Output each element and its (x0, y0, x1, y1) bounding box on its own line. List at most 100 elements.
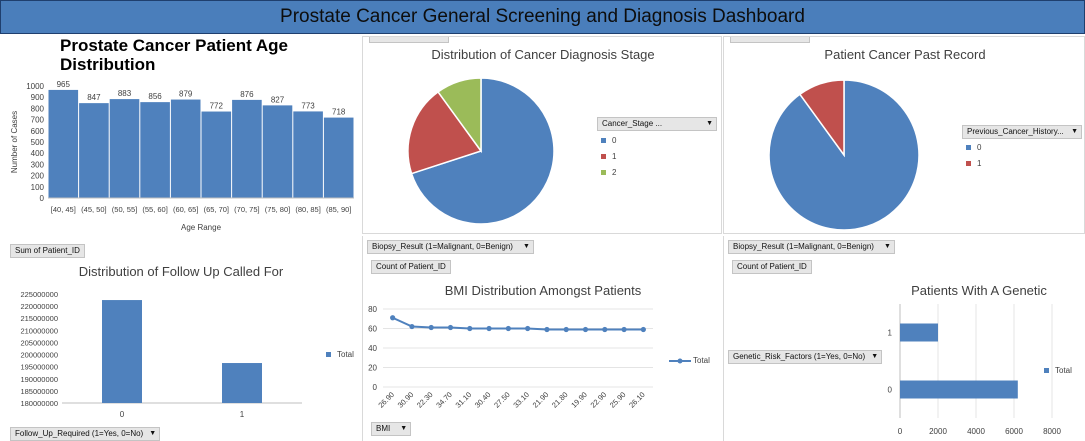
count-patient-id-button[interactable]: Count of Patient_ID (371, 260, 451, 274)
x-tick-label: 26.90 (376, 390, 396, 410)
x-tick-label: 1 (240, 410, 245, 419)
dashboard-banner: Prostate Cancer General Screening and Di… (0, 0, 1085, 34)
bmi-point (602, 326, 608, 333)
x-tick-label: 22.90 (589, 390, 609, 410)
follow-up-bar (102, 300, 142, 403)
y-tick-label: 100 (31, 183, 45, 192)
legend-swatch (601, 138, 606, 144)
filter-icon: ▼ (884, 243, 891, 250)
age-bar (262, 105, 293, 198)
y-tick-label: 800 (31, 104, 45, 113)
age-chart-title: Prostate Cancer Patient Age Distribution (60, 36, 288, 74)
y-tick-label: 225000000 (20, 290, 58, 299)
biopsy-filter-button[interactable]: Biopsy_Result (1=Malignant, 0=Benign) ▼ (367, 240, 534, 254)
y-tick-label: 205000000 (20, 338, 58, 347)
x-tick-label: 34.70 (434, 390, 454, 410)
x-tick-label: (75, 80] (265, 205, 290, 214)
data-label: 772 (210, 102, 224, 111)
bmi-point (467, 325, 473, 332)
y-tick-label: 185000000 (20, 387, 58, 396)
y-tick-label: 60 (368, 325, 377, 334)
genetic-legend-label: Total (1055, 366, 1072, 375)
count-patient-id-button-genetic[interactable]: Count of Patient_ID (732, 260, 812, 274)
x-tick-label: (50, 55] (112, 205, 137, 214)
legend-item-1: 1 (601, 152, 616, 161)
legend-swatch (601, 154, 606, 160)
x-tick-label: 8000 (1043, 427, 1061, 436)
y-tick-label: 195000000 (20, 363, 58, 372)
x-tick-label: 27.50 (492, 390, 512, 410)
legend-swatch (966, 161, 971, 167)
cancer-stage-dropdown[interactable]: Cancer_Stage ... ▼ (597, 117, 717, 131)
age-bar (293, 111, 323, 198)
legend-swatch (966, 145, 971, 151)
y-tick-label: 200 (31, 172, 45, 181)
genetic-bar (900, 380, 1018, 399)
y-tick-label: 210000000 (20, 326, 58, 335)
age-bar (170, 99, 201, 198)
follow-up-chart: 180000000 185000000 190000000 195000000 2000… (20, 290, 302, 419)
x-tick-label: (55, 60] (142, 205, 167, 214)
genetic-risk-dropdown[interactable]: Genetic_Risk_Factors (1=Yes, 0=No) ▼ (728, 350, 883, 364)
cancer-stage-dropdown-label: Cancer_Stage ... (602, 119, 663, 128)
x-tick-label: 21.80 (550, 390, 570, 410)
chevron-down-icon: ▼ (149, 430, 157, 437)
previous-cancer-dropdown[interactable]: Previous_Cancer_History... ▼ (962, 125, 1082, 139)
follow-up-required-button[interactable]: Follow_Up_Required (1=Yes, 0=No) ▼ (10, 427, 161, 441)
age-bar (232, 99, 262, 198)
past-record-filter-tab[interactable] (730, 37, 810, 43)
y-tick-label: 0 (373, 383, 378, 392)
bmi-axis-button[interactable]: BMI ▼ (371, 422, 412, 436)
pie-slice-0 (410, 77, 555, 225)
filter-icon: ▼ (400, 425, 408, 432)
bmi-axis-label: BMI (376, 424, 391, 433)
y-tick-label: 600 (31, 127, 45, 136)
legend-item-0: 0 (966, 143, 981, 152)
biopsy-filter-button-genetic[interactable]: Biopsy_Result (1=Malignant, 0=Benign) ▼ (728, 240, 895, 254)
y-tick-label: 0 (888, 386, 893, 395)
bmi-point (621, 326, 627, 333)
sum-patient-id-button[interactable]: Sum of Patient_ID (10, 244, 85, 258)
stage-pie-chart (407, 77, 555, 225)
age-bar (48, 89, 79, 198)
bmi-point (428, 324, 434, 331)
age-bar (323, 117, 354, 198)
legend-item-2: 2 (601, 168, 616, 177)
genetic-legend: Total (1044, 366, 1072, 375)
legend-swatch (326, 352, 331, 358)
legend-item-0: 0 (601, 136, 616, 145)
stage-filter-tab[interactable] (369, 37, 449, 43)
y-tick-label: 200000000 (20, 351, 58, 360)
x-tick-label: [40, 45] (51, 205, 76, 214)
chevron-down-icon: ▼ (1071, 128, 1078, 135)
bmi-point (409, 323, 415, 330)
y-tick-label: 80 (368, 305, 377, 314)
y-tick-label: 190000000 (20, 375, 58, 384)
x-tick-label: 19.90 (569, 390, 589, 410)
bmi-point (640, 326, 646, 333)
x-axis-title: Age Range (181, 223, 222, 232)
pie-slice-1 (407, 90, 483, 175)
y-axis-title: Number of Cases (10, 111, 19, 173)
data-label: 965 (57, 80, 71, 89)
past-record-chart-title: Patient Cancer Past Record (824, 47, 986, 62)
data-label: 883 (118, 89, 132, 98)
x-tick-label: 33.10 (511, 390, 531, 410)
x-tick-label: 2000 (929, 427, 947, 436)
bmi-point (390, 315, 396, 321)
count-patient-id-label-genetic: Count of Patient_ID (737, 262, 807, 271)
data-label: 856 (148, 92, 162, 101)
count-patient-id-label: Count of Patient_ID (376, 262, 446, 271)
chevron-down-icon: ▼ (871, 353, 879, 360)
x-tick-label: (45, 50] (81, 205, 106, 214)
bmi-point (582, 326, 589, 333)
x-tick-label: 25.90 (608, 390, 628, 410)
biopsy-filter-label: Biopsy_Result (1=Malignant, 0=Benign) (372, 242, 513, 251)
follow-up-required-label: Follow_Up_Required (1=Yes, 0=No) (15, 429, 144, 438)
bmi-point (563, 326, 569, 333)
legend-swatch (601, 170, 606, 176)
y-tick-label: 220000000 (20, 302, 58, 311)
y-tick-label: 400 (31, 149, 45, 158)
bmi-panel: Biopsy_Result (1=Malignant, 0=Benign) ▼ … (363, 236, 723, 441)
